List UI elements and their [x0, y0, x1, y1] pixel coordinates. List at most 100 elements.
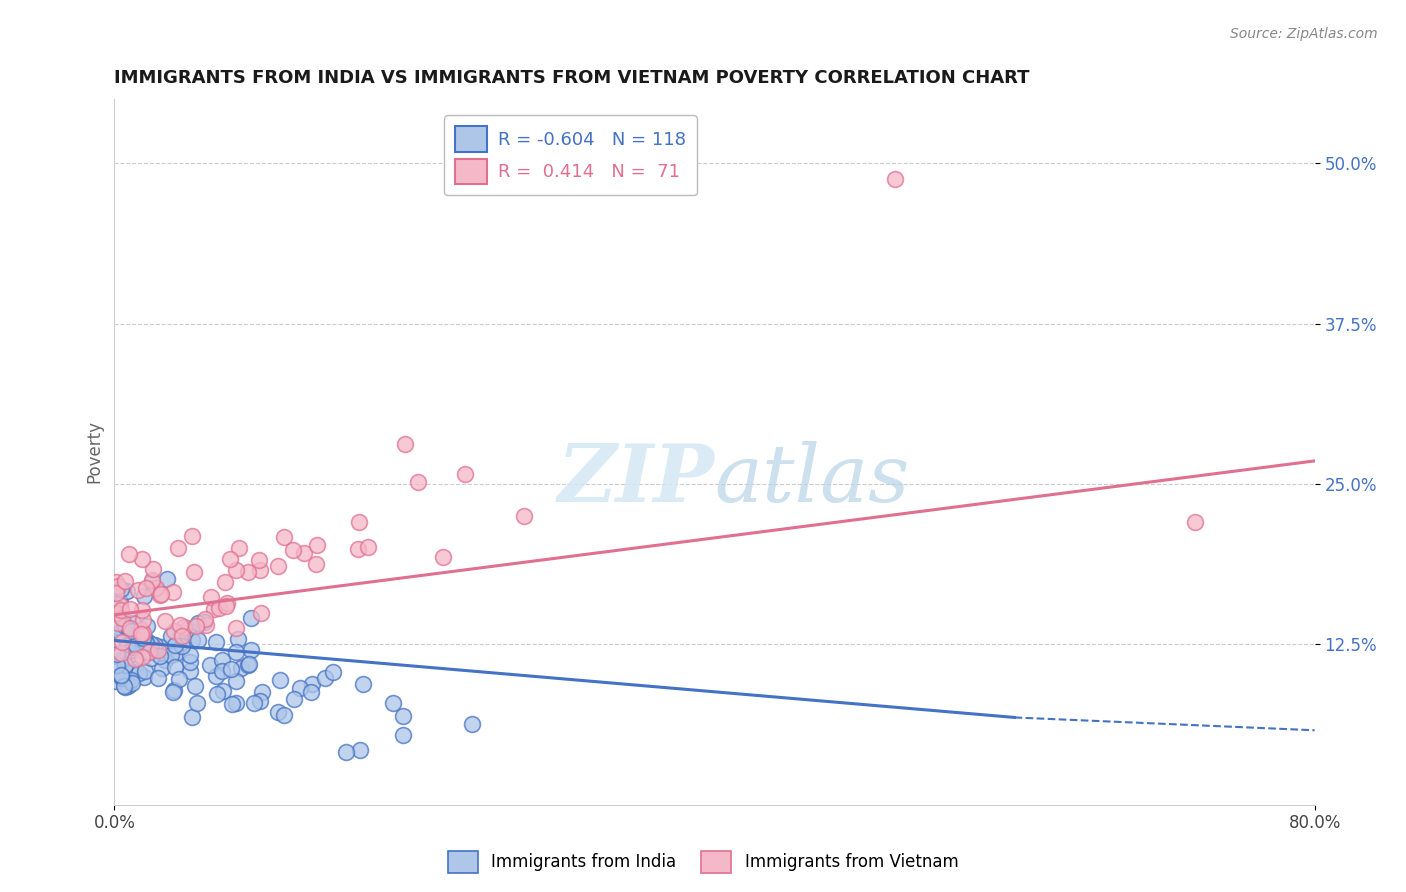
Point — [347, 541, 370, 556]
Point — [132, 626, 155, 640]
Point — [225, 621, 247, 635]
Point — [322, 665, 344, 680]
Point — [129, 623, 152, 637]
Point — [301, 676, 323, 690]
Point — [392, 728, 415, 742]
Text: ZIP: ZIP — [558, 442, 714, 519]
Point — [249, 694, 271, 708]
Point — [131, 552, 153, 566]
Point — [107, 614, 129, 628]
Point — [212, 684, 235, 698]
Point — [249, 563, 271, 577]
Point — [167, 541, 190, 556]
Point — [141, 574, 163, 589]
Point — [108, 625, 131, 640]
Point — [169, 617, 191, 632]
Point — [219, 662, 242, 676]
Text: atlas: atlas — [714, 442, 910, 519]
Text: Source: ZipAtlas.com: Source: ZipAtlas.com — [1230, 27, 1378, 41]
Point — [107, 620, 129, 634]
Point — [165, 646, 187, 660]
Point — [110, 598, 132, 612]
Point — [207, 600, 229, 615]
Point — [169, 629, 191, 643]
Point — [290, 681, 312, 696]
Point — [172, 639, 194, 653]
Point — [214, 599, 236, 614]
Point — [247, 553, 270, 567]
Legend: Immigrants from India, Immigrants from Vietnam: Immigrants from India, Immigrants from V… — [441, 845, 965, 880]
Point — [305, 557, 328, 571]
Point — [145, 582, 167, 596]
Point — [347, 516, 370, 530]
Point — [117, 679, 139, 693]
Point — [186, 696, 208, 710]
Point — [107, 579, 129, 593]
Point — [231, 661, 253, 675]
Point — [181, 710, 204, 724]
Point — [129, 631, 152, 645]
Y-axis label: Poverty: Poverty — [86, 420, 103, 483]
Point — [120, 642, 142, 657]
Point — [461, 717, 484, 731]
Point — [122, 662, 145, 676]
Point — [117, 648, 139, 663]
Point — [136, 645, 159, 659]
Point — [273, 530, 295, 544]
Point — [314, 672, 336, 686]
Point — [111, 611, 134, 625]
Point — [200, 590, 222, 604]
Point — [153, 653, 176, 667]
Point — [292, 546, 315, 560]
Point — [159, 648, 181, 662]
Point — [394, 437, 416, 451]
Point — [110, 582, 132, 596]
Point — [146, 643, 169, 657]
Point — [132, 614, 155, 628]
Point — [125, 638, 148, 652]
Point — [110, 603, 132, 617]
Point — [120, 627, 142, 641]
Point — [226, 632, 249, 646]
Point — [115, 584, 138, 599]
Point — [111, 635, 134, 649]
Point — [250, 685, 273, 699]
Point — [221, 698, 243, 712]
Point — [132, 643, 155, 657]
Point — [138, 645, 160, 659]
Point — [105, 647, 128, 661]
Point — [149, 648, 172, 663]
Point — [134, 665, 156, 679]
Legend: R = -0.604   N = 118, R =  0.414   N =  71: R = -0.604 N = 118, R = 0.414 N = 71 — [444, 115, 697, 195]
Point — [162, 584, 184, 599]
Point — [267, 706, 290, 720]
Point — [225, 563, 247, 577]
Point — [104, 586, 127, 600]
Point — [124, 652, 146, 666]
Point — [179, 648, 201, 662]
Point — [108, 626, 131, 640]
Point — [177, 623, 200, 637]
Point — [198, 657, 221, 672]
Point — [214, 574, 236, 589]
Point — [162, 685, 184, 699]
Text: IMMIGRANTS FROM INDIA VS IMMIGRANTS FROM VIETNAM POVERTY CORRELATION CHART: IMMIGRANTS FROM INDIA VS IMMIGRANTS FROM… — [114, 69, 1031, 87]
Point — [349, 743, 371, 757]
Point — [104, 606, 127, 620]
Point — [111, 671, 134, 685]
Point — [150, 640, 173, 654]
Point — [225, 674, 247, 689]
Point — [135, 581, 157, 595]
Point — [156, 572, 179, 586]
Point — [121, 616, 143, 631]
Point — [135, 619, 157, 633]
Point — [131, 632, 153, 647]
Point — [114, 574, 136, 588]
Point — [238, 565, 260, 579]
Point — [179, 664, 201, 678]
Point — [104, 601, 127, 615]
Point — [105, 673, 128, 688]
Point — [352, 677, 374, 691]
Point — [432, 550, 454, 565]
Point — [115, 638, 138, 652]
